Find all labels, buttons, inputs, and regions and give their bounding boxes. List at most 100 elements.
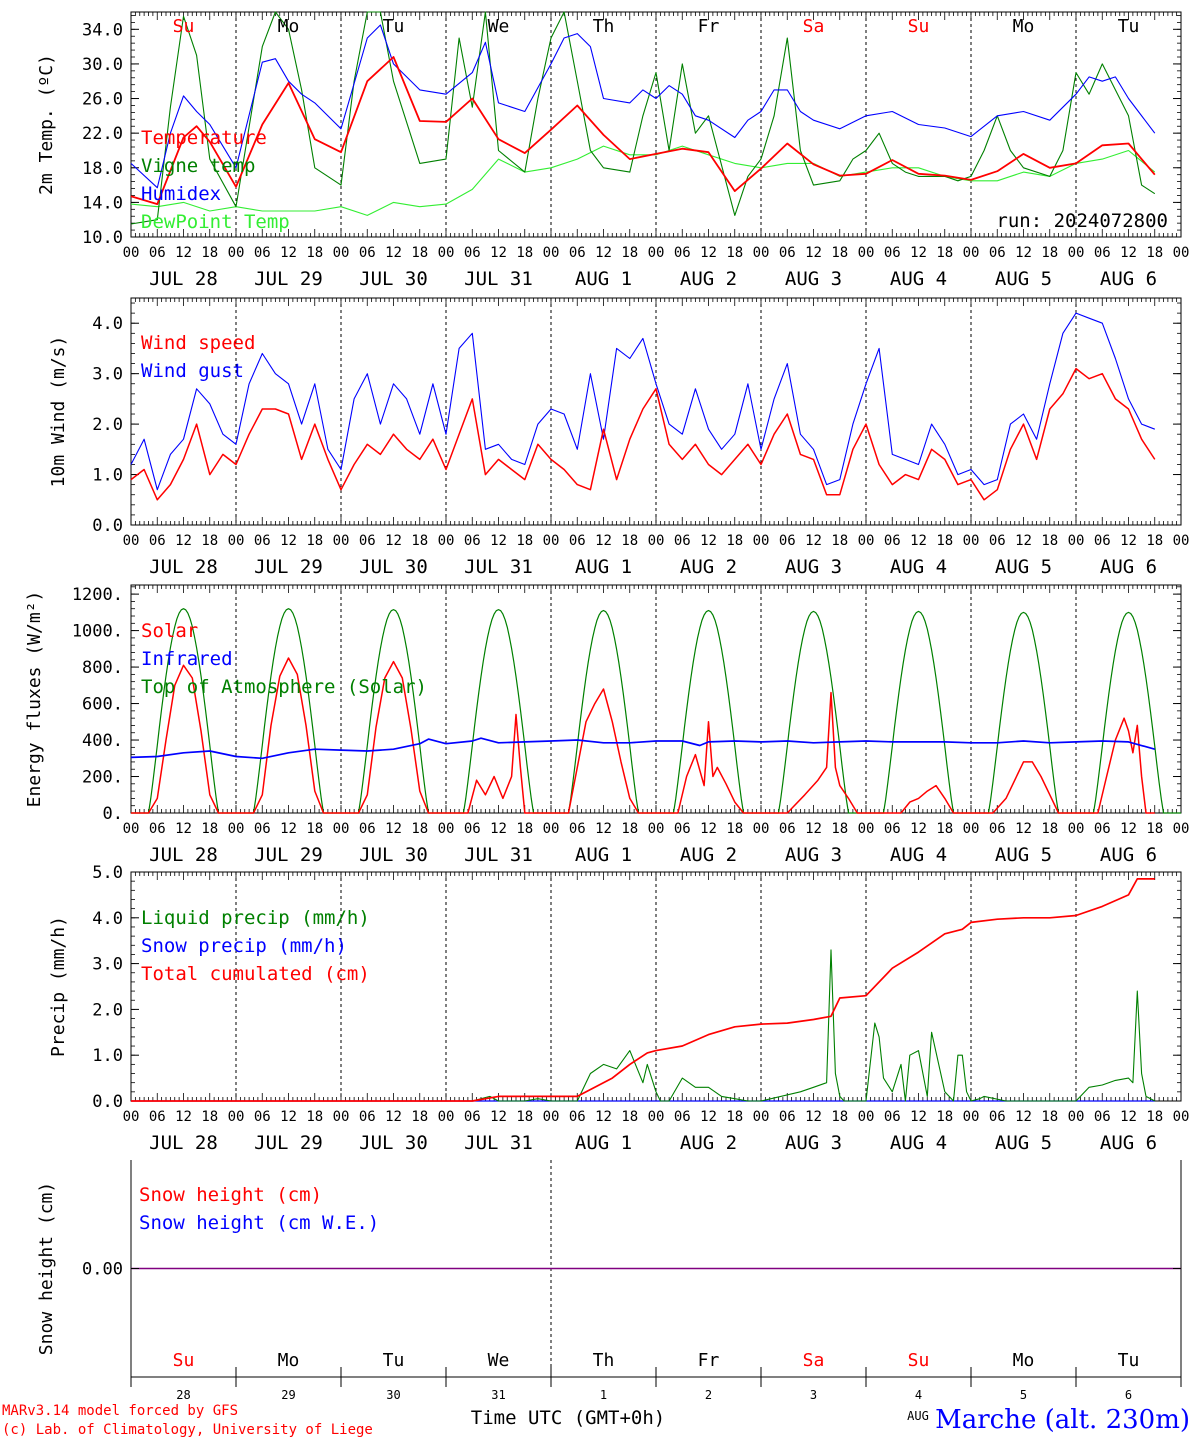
hour-label: 06 [884,245,901,261]
date-label: AUG 6 [1100,268,1157,290]
hour-label: 00 [228,533,245,549]
hour-label: 18 [516,245,533,261]
hour-label: 12 [280,533,297,549]
y-axis-title: Snow height (cm) [36,1182,57,1355]
day-number: 6 [1125,1388,1132,1402]
hour-label: 06 [569,533,586,549]
date-label: AUG 2 [680,556,737,578]
legend-entry: Wind speed [141,332,255,354]
hour-label: 00 [228,1109,245,1125]
hour-label: 00 [963,1109,980,1125]
hour-label: 12 [280,245,297,261]
hour-label: 18 [411,1109,428,1125]
hour-label: 18 [411,533,428,549]
hour-label: 12 [910,533,927,549]
hour-label: 00 [963,533,980,549]
hour-label: 00 [228,245,245,261]
hour-label: 18 [936,821,953,837]
y-axis-title: Precip (mm/h) [48,916,69,1057]
date-label: JUL 30 [359,1132,428,1154]
hour-label: 00 [438,533,455,549]
hour-label: 06 [989,821,1006,837]
hour-label: 00 [1068,1109,1085,1125]
hour-label: 06 [149,1109,166,1125]
weekday-label: Th [593,16,615,37]
total-cumulated-line [131,878,1155,1102]
hour-label: 06 [674,821,691,837]
hour-label: 12 [805,245,822,261]
hour-label: 12 [385,1109,402,1125]
hour-label: 00 [648,533,665,549]
hour-label: 18 [621,1109,638,1125]
hour-label: 18 [516,533,533,549]
weekday-label: Sa [803,16,825,37]
day-number: 28 [176,1388,190,1402]
hour-label: 06 [1094,245,1111,261]
hour-label: 06 [359,1109,376,1125]
hour-label: 18 [201,245,218,261]
day-number: 3 [810,1388,817,1402]
aug-overlay-label: AUG [907,1409,929,1423]
date-label: AUG 4 [890,556,947,578]
hour-label: 00 [123,821,140,837]
hour-label: 06 [1094,821,1111,837]
panel-1 [130,297,1182,526]
hour-label: 00 [123,245,140,261]
hour-label: 12 [175,1109,192,1125]
hour-label: 00 [1173,533,1190,549]
y-tick-label: 0.0 [92,516,123,536]
location-label: Marche (alt. 230m) [935,1405,1190,1435]
hour-label: 18 [831,821,848,837]
hour-label: 00 [648,1109,665,1125]
hour-label: 18 [201,1109,218,1125]
y-tick-label: 1000. [72,622,123,642]
y-tick-label: 400. [82,731,123,751]
hour-label: 00 [648,821,665,837]
date-label: AUG 3 [785,1132,842,1154]
hour-label: 12 [385,533,402,549]
hour-label: 00 [753,1109,770,1125]
hour-label: 06 [359,821,376,837]
hour-label: 18 [1146,1109,1163,1125]
hour-label: 00 [438,245,455,261]
legend-entry: Total cumulated (cm) [141,963,370,985]
day-number: 29 [281,1388,295,1402]
legend-entry: Wind gust [141,360,244,382]
date-label: AUG 1 [575,1132,632,1154]
date-label: AUG 3 [785,268,842,290]
hour-label: 00 [963,821,980,837]
weekday-label: Tu [383,1350,405,1371]
hour-label: 00 [753,533,770,549]
temperature-line [130,56,1156,206]
hour-label: 06 [989,1109,1006,1125]
weekday-label: Fr [698,16,720,37]
date-label: JUL 30 [359,844,428,866]
y-tick-label: 800. [82,658,123,678]
hour-label: 12 [175,533,192,549]
legend-entry: Humidex [141,183,221,205]
hour-label: 00 [333,533,350,549]
date-label: JUL 28 [149,844,218,866]
liquid-precip-line [131,949,1156,1102]
hour-label: 18 [201,821,218,837]
panel-4 [130,1160,1182,1387]
hour-label: 18 [726,245,743,261]
date-label: JUL 28 [149,1132,218,1154]
date-label: AUG 2 [680,1132,737,1154]
y-tick-label: 26.0 [82,90,123,110]
hour-label: 00 [648,245,665,261]
hour-label: 18 [201,533,218,549]
weekday-label: Tu [1118,16,1140,37]
hour-label: 12 [385,821,402,837]
weekday-label: We [488,16,510,37]
hour-label: 12 [490,1109,507,1125]
hour-label: 00 [438,1109,455,1125]
hour-label: 06 [674,245,691,261]
hour-label: 12 [280,1109,297,1125]
hour-label: 12 [595,533,612,549]
hour-label: 18 [1146,533,1163,549]
hour-label: 18 [306,821,323,837]
hour-label: 00 [1173,245,1190,261]
hour-label: 06 [464,533,481,549]
